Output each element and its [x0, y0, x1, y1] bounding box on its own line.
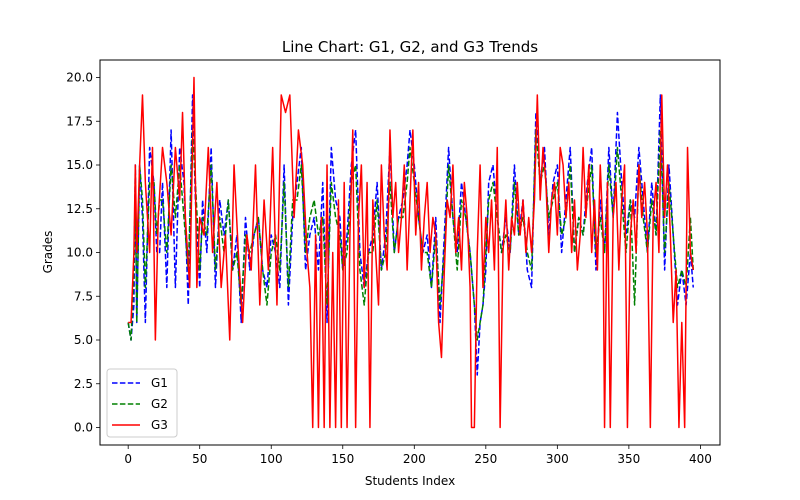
legend-label-g2: G2 [151, 397, 168, 411]
x-tick-label: 350 [617, 452, 640, 466]
legend-label-g3: G3 [151, 418, 168, 432]
x-axis-label: Students Index [365, 474, 455, 488]
x-axis-ticks: 0 50 100 150 200 250 300 350 400 [124, 445, 712, 466]
x-tick-label: 400 [689, 452, 712, 466]
y-axis-ticks: 0.0 2.5 5.0 7.5 10.0 12.5 15.0 17.5 20.0 [66, 71, 100, 435]
y-tick-label: 2.5 [74, 377, 93, 391]
x-tick-label: 300 [546, 452, 569, 466]
x-tick-label: 200 [403, 452, 426, 466]
y-tick-label: 12.5 [66, 202, 93, 216]
x-tick-label: 250 [474, 452, 497, 466]
legend-box [106, 368, 178, 438]
y-tick-label: 5.0 [74, 333, 93, 347]
legend: G1 G2 G3 [106, 368, 178, 438]
chart-title: Line Chart: G1, G2, and G3 Trends [282, 38, 538, 56]
y-axis-label: Grades [41, 231, 55, 274]
legend-label-g1: G1 [151, 376, 168, 390]
y-tick-label: 7.5 [74, 289, 93, 303]
x-tick-label: 0 [124, 452, 132, 466]
x-tick-label: 50 [192, 452, 207, 466]
series-line-g3 [128, 76, 694, 429]
x-tick-label: 100 [260, 452, 283, 466]
x-tick-label: 150 [331, 452, 354, 466]
y-tick-label: 0.0 [74, 421, 93, 435]
y-tick-label: 10.0 [66, 246, 93, 260]
y-tick-label: 20.0 [66, 71, 93, 85]
y-tick-label: 17.5 [66, 114, 93, 128]
y-tick-label: 15.0 [66, 158, 93, 172]
